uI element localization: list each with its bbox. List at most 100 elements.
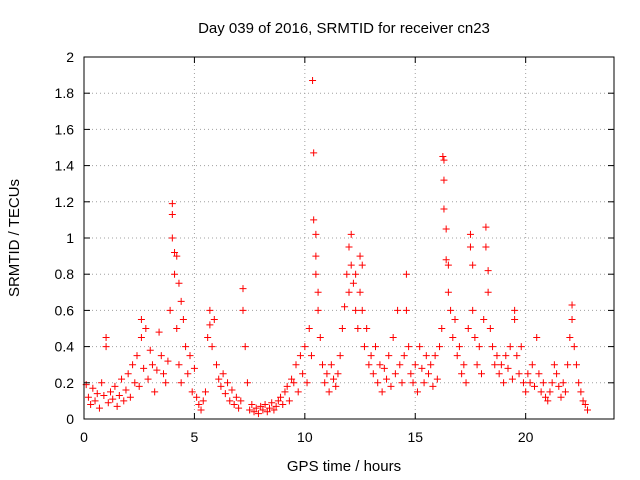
y-axis-title: SRMTID / TECUs xyxy=(6,179,23,297)
data-point xyxy=(466,230,474,238)
data-point xyxy=(321,379,329,387)
data-point xyxy=(469,261,477,269)
data-point xyxy=(190,364,198,372)
data-point xyxy=(254,410,262,418)
data-point xyxy=(237,397,245,405)
data-point xyxy=(508,375,516,383)
data-point xyxy=(396,361,404,369)
x-tick-label: 5 xyxy=(191,429,199,445)
data-point xyxy=(177,297,185,305)
data-point xyxy=(241,343,249,351)
data-point xyxy=(131,379,139,387)
y-tick-label: 2 xyxy=(66,49,74,65)
data-point xyxy=(513,352,521,360)
y-tick-label: 0.8 xyxy=(55,266,75,282)
data-point xyxy=(299,370,307,378)
data-point xyxy=(129,361,137,369)
data-point xyxy=(201,388,209,396)
data-point xyxy=(480,315,488,323)
data-point xyxy=(330,375,338,383)
data-point xyxy=(277,393,285,401)
data-point xyxy=(173,325,181,332)
data-point xyxy=(310,216,318,224)
data-point xyxy=(316,334,324,342)
data-point xyxy=(559,379,567,387)
data-point xyxy=(197,406,205,414)
data-point xyxy=(491,361,499,369)
data-point xyxy=(345,243,353,251)
data-point xyxy=(389,334,397,342)
data-point xyxy=(460,361,468,369)
data-point xyxy=(206,306,214,314)
data-point xyxy=(307,352,315,360)
data-point xyxy=(360,343,368,351)
data-point xyxy=(175,361,183,369)
data-point xyxy=(429,382,437,390)
data-point xyxy=(217,382,225,390)
data-point xyxy=(319,361,326,369)
data-point xyxy=(102,343,110,351)
data-point xyxy=(89,384,97,392)
data-point xyxy=(462,379,470,387)
data-point xyxy=(296,352,304,360)
data-point xyxy=(146,346,154,354)
data-point xyxy=(506,343,514,351)
data-point xyxy=(581,401,589,409)
data-point xyxy=(168,210,176,218)
data-point xyxy=(511,315,519,323)
data-point xyxy=(486,325,494,332)
data-point xyxy=(314,288,322,296)
data-point xyxy=(537,388,545,396)
data-point xyxy=(91,397,99,405)
data-point xyxy=(484,288,492,296)
data-point xyxy=(312,230,320,238)
data-point xyxy=(336,352,344,360)
data-point xyxy=(442,225,450,233)
data-point xyxy=(358,261,366,269)
data-point xyxy=(442,256,450,264)
data-point xyxy=(444,261,452,269)
y-tick-label: 0.6 xyxy=(55,302,75,318)
data-point xyxy=(489,343,497,351)
data-point xyxy=(338,325,346,332)
data-point xyxy=(95,404,103,412)
data-point xyxy=(252,404,260,412)
data-point xyxy=(250,408,258,416)
data-point xyxy=(109,395,117,403)
x-tick-label: 0 xyxy=(80,429,88,445)
data-point xyxy=(466,243,474,251)
x-tick-label: 20 xyxy=(518,429,534,445)
data-point xyxy=(137,334,145,342)
data-point xyxy=(144,375,152,383)
data-point xyxy=(87,401,95,409)
data-point xyxy=(378,388,386,396)
data-point xyxy=(349,279,357,287)
data-point xyxy=(439,153,447,161)
data-point xyxy=(347,230,355,238)
data-point xyxy=(407,370,415,378)
data-point xyxy=(526,379,534,387)
data-point xyxy=(402,306,410,314)
data-point xyxy=(135,382,143,390)
data-point xyxy=(564,361,572,369)
data-point xyxy=(495,370,503,378)
data-point xyxy=(104,399,112,407)
data-point xyxy=(478,370,485,378)
data-point xyxy=(394,306,402,314)
data-point xyxy=(332,382,340,390)
data-point xyxy=(524,370,532,378)
data-point xyxy=(155,328,163,336)
data-point xyxy=(473,361,481,369)
data-point xyxy=(449,334,457,342)
data-point xyxy=(182,343,190,351)
data-point xyxy=(93,390,101,398)
data-point xyxy=(548,379,556,387)
data-point xyxy=(458,370,466,378)
data-point xyxy=(177,379,185,387)
data-point xyxy=(413,388,421,396)
data-point xyxy=(142,325,150,332)
data-point xyxy=(290,379,298,387)
data-point xyxy=(168,200,176,208)
data-point xyxy=(553,370,561,378)
data-point xyxy=(380,364,388,372)
